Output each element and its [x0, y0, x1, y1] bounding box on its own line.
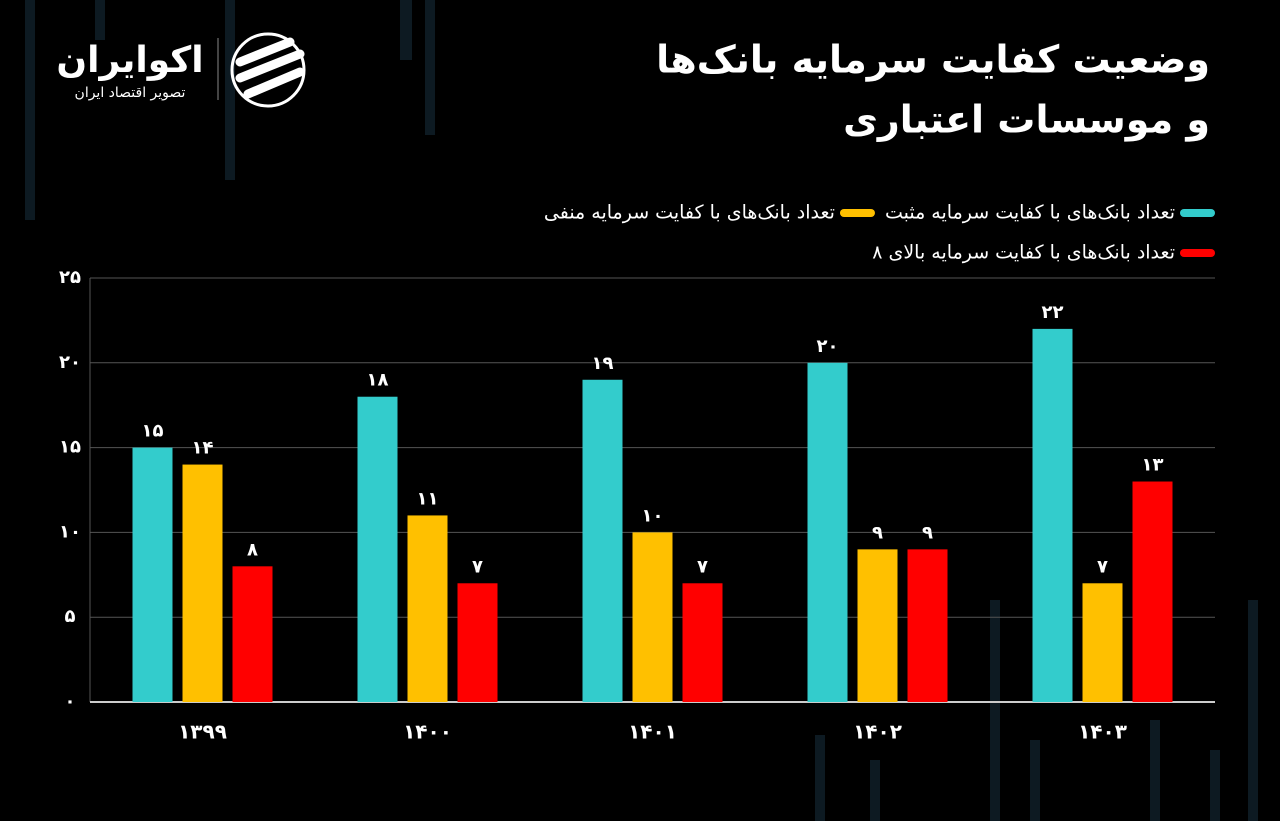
value-label: ۸	[247, 539, 258, 560]
bar	[682, 583, 723, 702]
value-label: ۷	[697, 556, 708, 577]
legend-label: تعداد بانک‌های با کفایت سرمایه مثبت	[885, 202, 1175, 224]
value-label: ۱۵	[142, 421, 164, 442]
value-label: ۹	[872, 522, 883, 543]
bar	[357, 396, 398, 702]
value-label: ۱۴	[192, 438, 214, 459]
bar	[907, 549, 948, 702]
logo-name: اکوایران	[56, 40, 203, 81]
bar	[132, 447, 173, 702]
legend-label: تعداد بانک‌های با کفایت سرمایه منفی	[544, 202, 835, 224]
value-label: ۹	[922, 522, 933, 543]
bar	[232, 566, 273, 702]
legend-swatch	[1180, 249, 1215, 257]
bar	[182, 464, 223, 702]
bar	[582, 379, 623, 702]
x-tick-label: ۱۴۰۲	[853, 720, 902, 744]
value-label: ۱۰	[642, 505, 664, 526]
y-tick-label: ۱۰	[59, 521, 81, 542]
x-tick-label: ۱۴۰۱	[628, 720, 677, 744]
legend-swatch	[1180, 209, 1215, 217]
y-tick-label: ۰	[65, 691, 76, 712]
value-label: ۲۰	[817, 336, 839, 357]
logo-tagline: تصویر اقتصاد ایران	[75, 85, 186, 101]
y-tick-label: ۲۵	[59, 267, 81, 288]
bar	[1082, 583, 1123, 702]
bar	[632, 532, 673, 702]
bar	[857, 549, 898, 702]
x-tick-label: ۱۳۹۹	[178, 720, 227, 744]
x-tick-label: ۱۴۰۳	[1078, 720, 1127, 744]
bar	[1032, 328, 1073, 702]
value-label: ۱۸	[367, 370, 389, 391]
logo: اکوایران تصویر اقتصاد ایران	[56, 32, 306, 108]
x-tick-label: ۱۴۰۰	[403, 720, 452, 744]
value-label: ۱۹	[592, 353, 614, 374]
legend-label: تعداد بانک‌های با کفایت سرمایه بالای ۸	[872, 242, 1175, 264]
value-label: ۲۲	[1042, 302, 1064, 323]
y-tick-label: ۲۰	[59, 352, 81, 373]
chart-title: و موسسات اعتباری	[843, 98, 1210, 143]
y-tick-label: ۱۵	[59, 437, 81, 458]
bar	[407, 515, 448, 702]
chart-title: وضعیت کفایت سرمایه بانک‌ها	[656, 38, 1210, 83]
value-label: ۷	[1097, 556, 1108, 577]
bar	[1132, 481, 1173, 702]
background-decoration	[25, 0, 1258, 821]
value-label: ۷	[472, 556, 483, 577]
value-label: ۱۱	[417, 488, 439, 509]
legend-swatch	[839, 209, 875, 217]
bar	[807, 362, 848, 702]
y-tick-label: ۵	[65, 606, 76, 627]
value-label: ۱۳	[1142, 455, 1164, 476]
bar	[457, 583, 498, 702]
